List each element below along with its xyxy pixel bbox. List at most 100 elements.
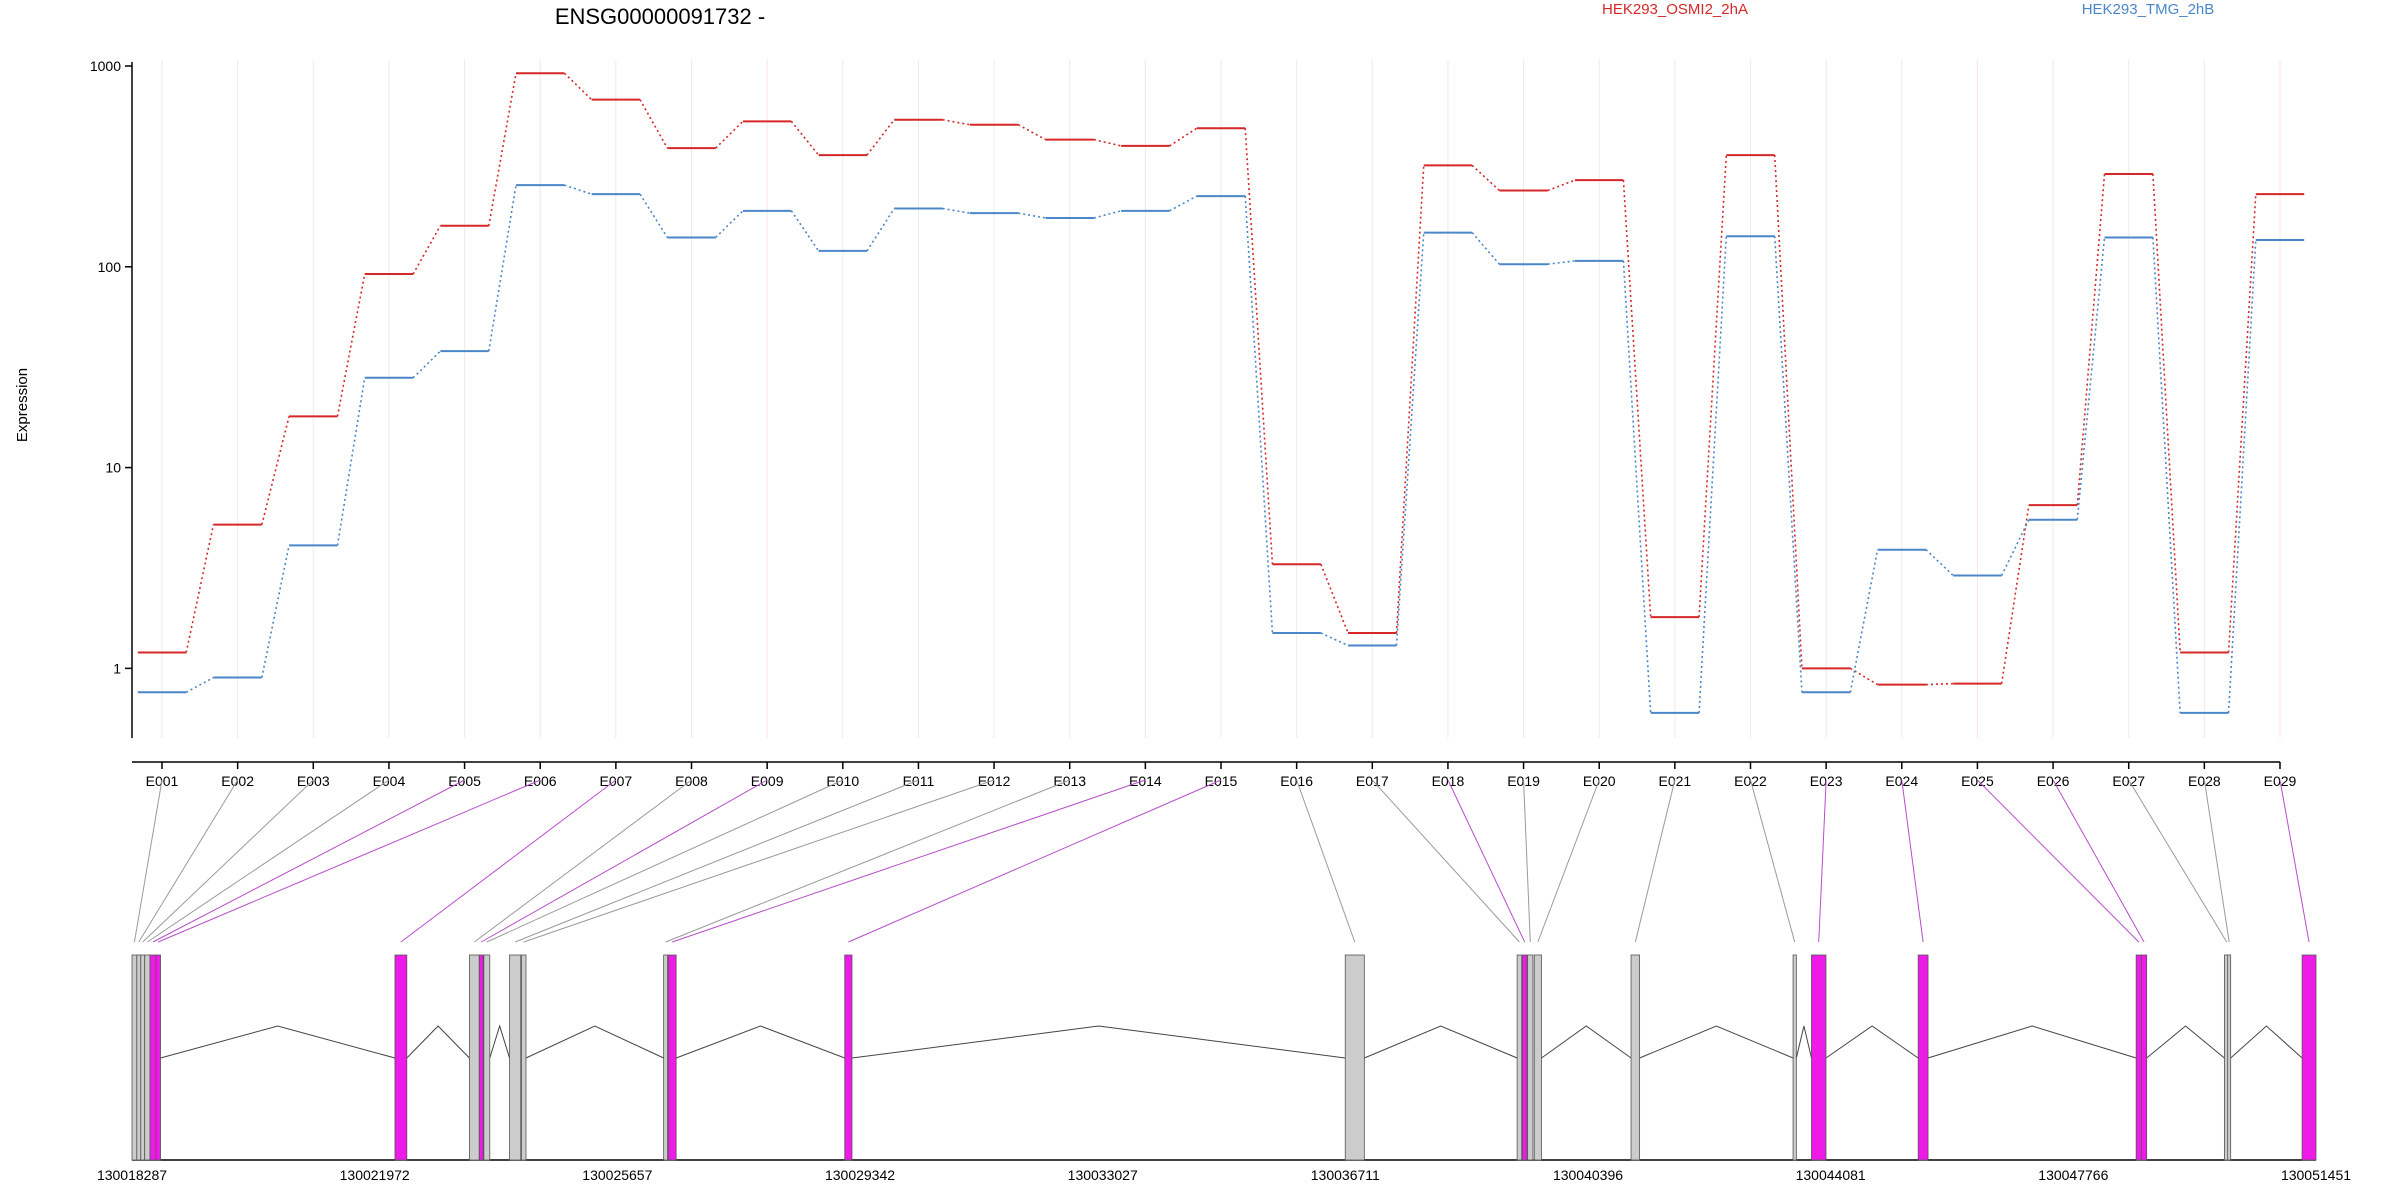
intron-line xyxy=(675,1025,845,1059)
exon-box-e022 xyxy=(1792,954,1797,1161)
x-tick-label-e017: E017 xyxy=(1356,773,1389,789)
intron-line xyxy=(1825,1025,1919,1059)
exon-leader-e018 xyxy=(1447,779,1526,943)
exon-box-e001 xyxy=(131,954,138,1161)
exon-leader-e010 xyxy=(486,779,843,943)
data-connector xyxy=(1093,138,1122,147)
x-tick-label-e012: E012 xyxy=(978,773,1011,789)
exon-box-e007 xyxy=(394,954,408,1161)
data-connector xyxy=(1849,549,1879,693)
x-tick-label-e002: E002 xyxy=(221,773,254,789)
coordinate-label: 130021972 xyxy=(340,1167,410,1183)
gene-model-layer: 130018287 130021972 130025657 130029342 1300… xyxy=(97,954,2351,1183)
data-connector xyxy=(639,99,668,149)
data-connector xyxy=(2152,173,2181,653)
exon-box-e017 xyxy=(1516,954,1523,1161)
data-connector xyxy=(2227,194,2257,653)
data-connector xyxy=(1320,632,1349,647)
exon-leader-e015 xyxy=(848,779,1222,943)
exon-box-e018 xyxy=(1521,954,1528,1161)
x-tick-label-e010: E010 xyxy=(826,773,859,789)
exon-box-e028 xyxy=(2227,954,2232,1161)
data-connector xyxy=(1244,196,1274,634)
data-connector xyxy=(866,119,895,156)
exon-box-e008 xyxy=(468,954,480,1161)
exon-leader-e020 xyxy=(1537,779,1600,943)
exon-box-e002 xyxy=(136,954,142,1161)
intron-line xyxy=(1795,1025,1812,1059)
data-connector xyxy=(715,210,744,239)
exon-box-e009 xyxy=(478,954,484,1161)
data-connector xyxy=(1169,127,1198,147)
data-connector xyxy=(564,184,592,195)
x-tick-label-e008: E008 xyxy=(675,773,708,789)
exon-box-e026 xyxy=(2141,954,2148,1161)
data-connector xyxy=(1547,260,1576,266)
data-connector xyxy=(185,524,215,653)
data-connector xyxy=(487,73,517,226)
chart-title: ENSG00000091732 - xyxy=(555,4,765,29)
data-connector xyxy=(185,676,214,694)
y-tick-label: 10 xyxy=(105,460,121,476)
data-connector xyxy=(2227,239,2257,713)
x-tick-label-e003: E003 xyxy=(297,773,330,789)
data-connector xyxy=(2152,237,2181,713)
coordinate-label: 130025657 xyxy=(582,1167,652,1183)
data-connector xyxy=(1925,549,1954,577)
exon-box-e006 xyxy=(155,954,161,1161)
data-connector xyxy=(1244,128,1274,565)
exon-box-e013 xyxy=(663,954,668,1161)
exon-leader-e007 xyxy=(400,779,617,943)
data-connector xyxy=(1093,210,1122,219)
exon-leader-e021 xyxy=(1634,779,1676,943)
exon-leader-e009 xyxy=(480,779,768,943)
data-connector xyxy=(1395,165,1425,634)
data-connector xyxy=(487,185,517,352)
data-connector xyxy=(1471,164,1500,192)
exon-leader-e022 xyxy=(1750,779,1796,943)
exon-leader-e012 xyxy=(523,779,995,943)
data-connector xyxy=(1471,232,1500,265)
y-tick-label: 1 xyxy=(113,660,121,676)
coordinate-label: 130018287 xyxy=(97,1167,167,1183)
grid-layer xyxy=(161,60,2281,738)
exon-leader-e029 xyxy=(2279,779,2310,943)
exon-box-e004 xyxy=(144,954,151,1161)
data-connector xyxy=(336,377,366,546)
exon-box-e023 xyxy=(1811,954,1827,1161)
exon-box-e012 xyxy=(520,954,527,1161)
intron-line xyxy=(525,1025,664,1059)
data-connector xyxy=(715,120,744,149)
coordinate-label: 130029342 xyxy=(825,1167,895,1183)
exon-box-e019 xyxy=(1527,954,1534,1161)
intron-line xyxy=(1364,1025,1518,1059)
exon-box-e010 xyxy=(483,954,491,1161)
exon-leader-e027 xyxy=(2128,779,2228,943)
data-connector xyxy=(563,72,593,101)
intron-line xyxy=(2230,1025,2303,1059)
data-connector xyxy=(1773,155,1803,669)
exon-leader-e004 xyxy=(147,779,390,943)
intron-line xyxy=(406,1025,470,1059)
data-connector xyxy=(1622,260,1652,713)
exon-leader-e028 xyxy=(2203,779,2230,943)
exon-leader-e023 xyxy=(1818,779,1827,943)
exon-leader-e003 xyxy=(142,779,314,943)
exon-box-e005 xyxy=(149,954,157,1161)
data-connector xyxy=(1395,232,1425,646)
data-connector xyxy=(1017,124,1046,141)
data-connector xyxy=(412,225,442,275)
series-1 xyxy=(137,184,2305,714)
exon-box-e021 xyxy=(1630,954,1641,1161)
exon-leader-e006 xyxy=(158,779,541,943)
data-connector xyxy=(942,118,971,126)
exon-box-e011 xyxy=(509,954,522,1161)
intron-line xyxy=(1639,1025,1794,1059)
data-connector xyxy=(790,210,820,252)
exon-box-e003 xyxy=(140,954,146,1161)
coordinate-label: 130040396 xyxy=(1553,1167,1623,1183)
exon-box-e029 xyxy=(2301,954,2317,1161)
data-connector xyxy=(2000,519,2030,576)
exon-box-e024 xyxy=(1917,954,1929,1161)
